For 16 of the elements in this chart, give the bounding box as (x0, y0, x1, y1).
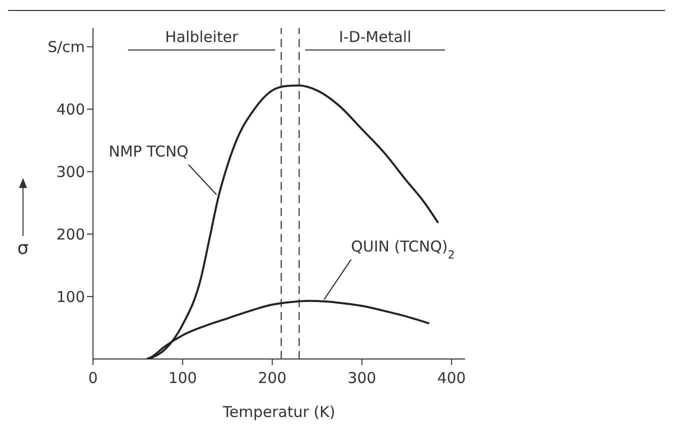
y-tick-label: 300 (56, 162, 85, 181)
x-tick-label: 100 (168, 369, 197, 387)
y-axis-title: σ (16, 238, 30, 259)
x-axis-title: Temperatur (K) (222, 403, 336, 421)
x-tick-label: 300 (348, 369, 376, 387)
text: QUIN (TCNQ)$_{2}$ (351, 238, 455, 262)
x-tick-label: 200 (258, 369, 287, 387)
annotation: I-D-Metall (338, 28, 412, 46)
x-tick-label: 400 (437, 369, 466, 387)
annotation: Halbleiter (165, 28, 239, 46)
y-tick-label: S/cm (48, 38, 85, 56)
text: NMP TCNQ (108, 142, 188, 161)
y-tick-label: 200 (56, 225, 85, 244)
y-tick-label: 400 (56, 100, 85, 119)
x-tick-label: 0 (88, 369, 98, 387)
y-tick-label: 100 (56, 288, 85, 306)
